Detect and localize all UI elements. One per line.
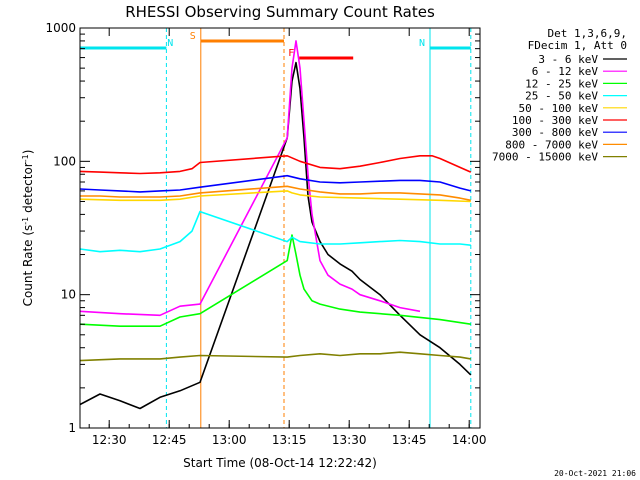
series-line-4 (80, 210, 471, 253)
legend-entry-label: 100 - 300 keV (512, 114, 598, 127)
y-label-part: ) (21, 150, 35, 155)
y-label-part: detector (21, 162, 35, 217)
y-label-superscript: -1 (21, 217, 30, 225)
annotation-label: F (288, 48, 294, 59)
annotation-saa-3: S (190, 28, 285, 428)
series-line-2 (80, 40, 421, 317)
y-tick-label: 1 (68, 421, 76, 435)
series-line-6 (80, 155, 472, 175)
legend-entry-label: 12 - 25 keV (525, 77, 598, 90)
legend-entry-label: 6 - 12 keV (532, 65, 599, 78)
x-tick-label: 12:45 (152, 433, 187, 447)
x-tick-label: 14:00 (452, 433, 487, 447)
x-tick-label: 13:00 (212, 433, 247, 447)
legend-entry-label: 25 - 50 keV (525, 90, 598, 103)
legend-entry-label: 50 - 100 keV (519, 102, 599, 115)
legend-entry-label: 3 - 6 keV (538, 53, 598, 66)
y-tick-label: 100 (53, 154, 76, 168)
series-line-8 (80, 185, 471, 202)
legend-header-line: FDecim 1, Att 0 (528, 39, 627, 52)
y-axis-ticks: 1 10 100 1000 (45, 21, 480, 435)
x-tick-label: 12:30 (92, 433, 127, 447)
legend-entry-label: 800 - 7000 keV (505, 138, 598, 151)
footer-timestamp: 20-Oct-2021 21:06 (554, 469, 636, 478)
series-line-3 (80, 234, 471, 327)
annotation-label: S (190, 31, 196, 42)
series-line-5 (80, 190, 471, 203)
x-axis-label: Start Time (08-Oct-14 12:22:42) (183, 456, 377, 470)
series-line-9 (80, 351, 471, 362)
plot-frame (79, 27, 481, 429)
annotation-flare-4: F (288, 48, 354, 60)
annotation-night-1: N (80, 28, 173, 428)
series-line-7 (80, 174, 472, 193)
legend-entry-label: 300 - 800 keV (512, 126, 598, 139)
legend-header-line: Det 1,3,6,9, (548, 27, 627, 40)
annotation-label: N (419, 38, 425, 49)
y-label-superscript: -1 (21, 154, 30, 162)
y-tick-label: 10 (61, 288, 76, 302)
chart-title: RHESSI Observing Summary Count Rates (125, 3, 435, 21)
y-axis-label-text: Count Rate (s-1 detector-1) (21, 150, 36, 307)
x-tick-label: 13:15 (272, 433, 307, 447)
y-label-part: Count Rate (s (21, 225, 35, 307)
series-group (80, 40, 472, 410)
y-axis-label: Count Rate (s-1 detector-1) (21, 150, 36, 307)
annotation-night-2: N (419, 28, 472, 428)
x-tick-label: 13:45 (392, 433, 427, 447)
y-tick-label: 1000 (45, 21, 76, 35)
x-axis-ticks: 12:30 12:45 13:00 13:15 13:30 13:45 14:00 (88, 28, 487, 447)
legend-entry-label: 7000 - 15000 keV (492, 151, 598, 164)
annotation-label: N (167, 38, 173, 49)
x-tick-label: 13:30 (332, 433, 367, 447)
